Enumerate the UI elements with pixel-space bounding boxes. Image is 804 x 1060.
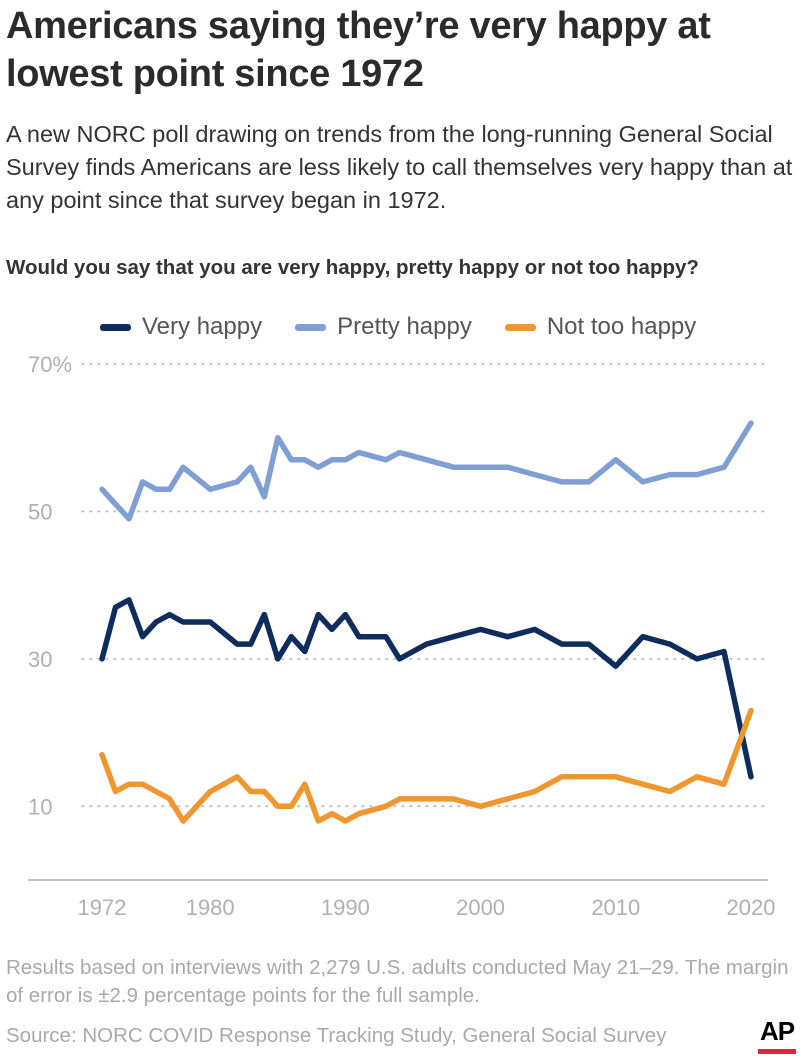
x-tick-label: 2010 xyxy=(591,895,640,920)
legend-label: Pretty happy xyxy=(337,313,472,340)
ap-logo-text: AP xyxy=(759,1016,795,1046)
methodology-note: Results based on interviews with 2,279 U… xyxy=(6,956,789,1007)
chart-subtitle: A new NORC poll drawing on trends from t… xyxy=(6,121,793,213)
chart-legend: Very happy Pretty happy Not too happy xyxy=(100,310,729,344)
y-tick-label: 10 xyxy=(28,794,52,819)
y-tick-label: 50 xyxy=(28,499,52,524)
legend-item-not-too-happy: Not too happy xyxy=(504,313,697,341)
y-tick-label: 30 xyxy=(28,647,52,672)
ap-logo-underline xyxy=(758,1049,796,1054)
legend-item-pretty-happy: Pretty happy xyxy=(295,313,472,341)
x-tick-label: 1990 xyxy=(321,895,370,920)
chart-title: Americans saying they’re very happy at l… xyxy=(6,5,711,95)
y-tick-label: 70% xyxy=(28,352,72,377)
x-tick-label: 1980 xyxy=(186,895,235,920)
legend-label: Not too happy xyxy=(546,313,697,340)
legend-swatch xyxy=(295,323,327,331)
x-tick-label: 2000 xyxy=(456,895,505,920)
series-line-pretty-happy xyxy=(99,420,754,522)
ap-logo: AP xyxy=(756,1016,798,1056)
legend-swatch xyxy=(100,323,131,331)
series-line-not-too-happy xyxy=(99,707,754,824)
series-line-very-happy xyxy=(99,597,754,780)
legend-item-very-happy: Very happy xyxy=(100,313,262,341)
legend-label: Very happy xyxy=(142,313,263,340)
survey-question: Would you say that you are very happy, p… xyxy=(6,256,699,279)
x-tick-label: 2020 xyxy=(727,895,776,920)
x-tick-label: 1972 xyxy=(78,895,127,920)
source-note: Source: NORC COVID Response Tracking Stu… xyxy=(6,1024,667,1047)
line-chart: 10 30 50 70% 1972 1980 1990 2000 2010 2020 xyxy=(28,352,776,920)
legend-swatch xyxy=(504,323,536,331)
